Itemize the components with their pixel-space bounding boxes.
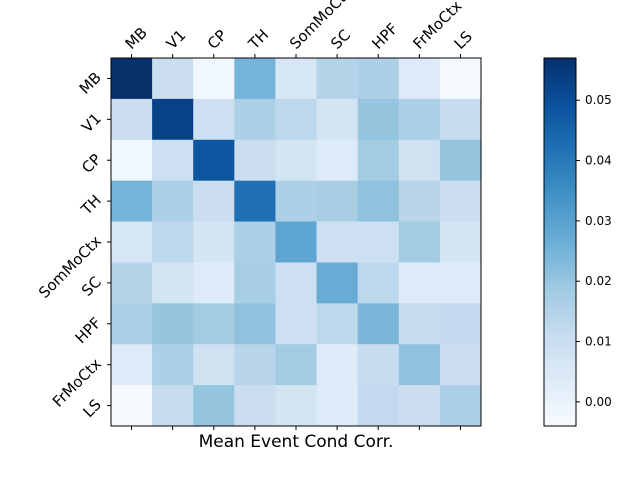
colorbar: [544, 58, 576, 426]
colorbar-ticks: 0.00 0.01 0.02 0.03 0.04 0.05: [576, 93, 612, 409]
heatmap-cell: [234, 139, 276, 182]
heatmap-cell: [193, 139, 235, 182]
colorbar-tick-label: 0.01: [585, 335, 612, 349]
heatmap-cell: [111, 344, 153, 386]
heatmap-cell: [439, 139, 482, 182]
x-axis-label: Mean Event Cond Corr.: [199, 432, 394, 452]
heatmap-cell: [234, 180, 276, 222]
heatmap-cells: [111, 58, 482, 427]
heatmap-cell: [193, 262, 235, 304]
heatmap-cell: [439, 98, 482, 141]
heatmap-cell: [275, 344, 317, 386]
heatmap-cell: [234, 344, 276, 386]
heatmap-cell: [316, 262, 359, 304]
heatmap-cell: [398, 98, 441, 141]
heatmap-cell: [439, 303, 482, 345]
heatmap-cell: [275, 139, 317, 182]
heatmap-cell: [275, 58, 317, 100]
heatmap-cell: [152, 221, 194, 263]
heatmap-cell: [316, 58, 359, 100]
heatmap-cell: [152, 385, 194, 427]
heatmap-cell: [439, 221, 482, 263]
heatmap-cell: [398, 180, 441, 222]
heatmap-cell: [316, 385, 359, 427]
heatmap-cell: [111, 58, 153, 100]
heatmap-cell: [316, 344, 359, 386]
heatmap-cell: [234, 303, 276, 345]
heatmap-cell: [152, 262, 194, 304]
heatmap-cell: [357, 385, 400, 427]
heatmap-cell: [316, 221, 359, 263]
heatmap-cell: [152, 344, 194, 386]
heatmap-cell: [193, 98, 235, 141]
heatmap-cell: [439, 262, 482, 304]
heatmap-cell: [357, 98, 400, 141]
heatmap-cell: [152, 180, 194, 222]
heatmap-cell: [193, 385, 235, 427]
heatmap-cell: [357, 221, 400, 263]
heatmap-cell: [439, 344, 482, 386]
heatmap-cell: [275, 221, 317, 263]
heatmap-cell: [275, 98, 317, 141]
heatmap-cell: [193, 303, 235, 345]
colorbar-frame: [543, 57, 577, 427]
heatmap-cell: [234, 385, 276, 427]
heatmap-cell: [152, 303, 194, 345]
colorbar-tick-label: 0.00: [585, 395, 612, 409]
heatmap-cell: [439, 180, 482, 222]
heatmap-cell: [193, 58, 235, 100]
colorbar-tick-label: 0.04: [585, 154, 612, 168]
heatmap-cell: [316, 139, 359, 182]
heatmap-cell: [275, 180, 317, 222]
heatmap-cell: [398, 303, 441, 345]
heatmap-cell: [193, 221, 235, 263]
heatmap-cell: [152, 58, 194, 100]
heatmap-cell: [193, 180, 235, 222]
heatmap-cell: [439, 58, 482, 100]
heatmap-cell: [111, 262, 153, 304]
heatmap-cell: [316, 180, 359, 222]
heatmap-cell: [357, 344, 400, 386]
heatmap-cell: [111, 385, 153, 427]
heatmap-cell: [111, 98, 153, 141]
heatmap-cell: [398, 344, 441, 386]
heatmap-cell: [398, 262, 441, 304]
heatmap-cell: [357, 180, 400, 222]
colorbar-tick-label: 0.02: [585, 274, 612, 288]
heatmap-cell: [275, 385, 317, 427]
heatmap-cell: [111, 303, 153, 345]
heatmap-cell: [275, 262, 317, 304]
heatmap-cell: [398, 139, 441, 182]
heatmap-cell: [398, 385, 441, 427]
heatmap-cell: [439, 385, 482, 427]
heatmap-cell: [316, 303, 359, 345]
heatmap-cell: [357, 303, 400, 345]
heatmap-cell: [357, 262, 400, 304]
heatmap-cell: [234, 221, 276, 263]
heatmap-cell: [398, 58, 441, 100]
heatmap-cell: [357, 139, 400, 182]
heatmap-cell: [398, 221, 441, 263]
colorbar-tick-label: 0.05: [585, 93, 612, 107]
heatmap-cell: [152, 98, 194, 141]
colorbar-tick-label: 0.03: [585, 214, 612, 228]
heatmap-cell: [193, 344, 235, 386]
heatmap-cell: [357, 58, 400, 100]
heatmap-cell: [234, 262, 276, 304]
heatmap-cell: [275, 303, 317, 345]
heatmap-cell: [152, 139, 194, 182]
heatmap-cell: [234, 58, 276, 100]
heatmap-cell: [111, 180, 153, 222]
heatmap-cell: [234, 98, 276, 141]
heatmap-cell: [111, 221, 153, 263]
heatmap-cell: [316, 98, 359, 141]
heatmap-cell: [111, 139, 153, 182]
